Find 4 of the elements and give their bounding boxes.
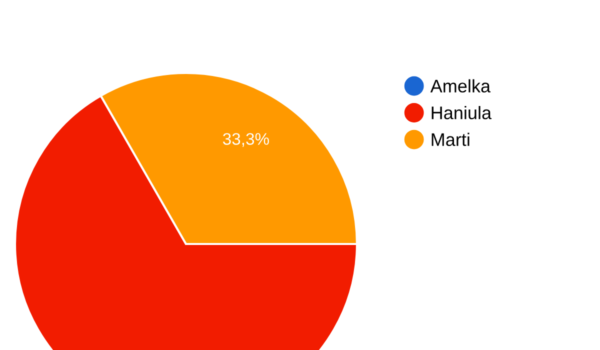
legend-label: Marti	[432, 132, 470, 146]
data-label: 33,3%	[222, 133, 269, 147]
legend-label: Haniula	[432, 106, 492, 120]
legend-label: Amelka	[430, 79, 491, 93]
